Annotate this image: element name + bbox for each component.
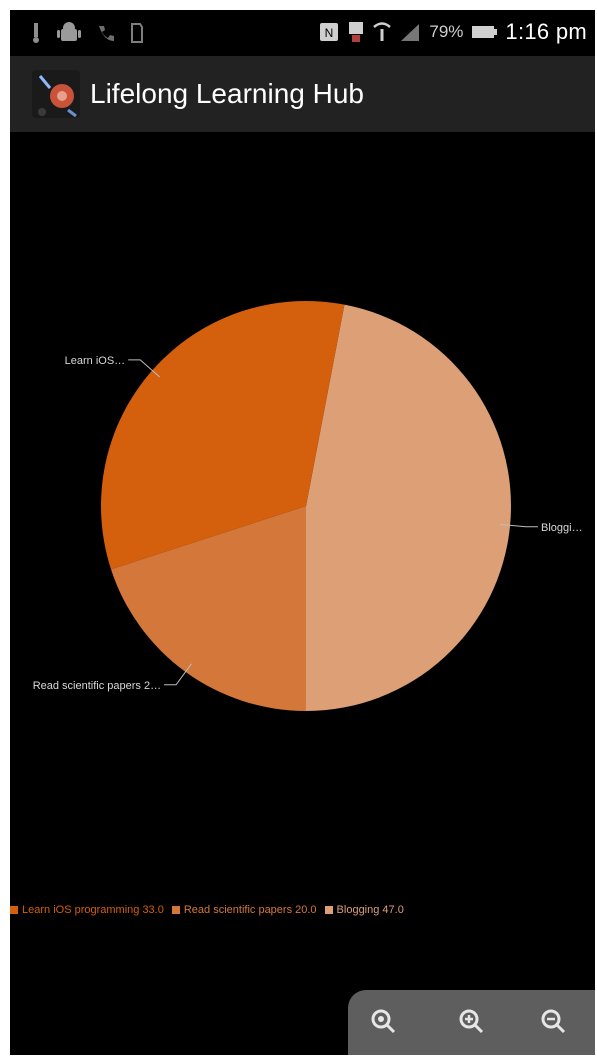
nfc-icon: N [320, 23, 339, 41]
svg-text:N: N [325, 26, 334, 40]
pie-slice-label: Bloggi… [541, 522, 583, 534]
legend-swatch [171, 906, 180, 914]
chart-legend: Learn iOS programming 33.0 Read scientifi… [10, 900, 595, 920]
cast-icon [349, 22, 364, 42]
pie-slice-learn-ios-programming[interactable] [100, 300, 345, 570]
pie-slice-label: Read scientific papers 2… [33, 680, 161, 692]
zoom-in-icon[interactable] [456, 1006, 486, 1036]
legend-swatch [10, 906, 18, 914]
pie-slice-blogging[interactable] [306, 304, 512, 711]
missed-call-icon [99, 26, 114, 41]
pie-leader-line [128, 359, 161, 378]
status-system-icons: N 79% 1:16 pm [319, 19, 587, 45]
app-logo-icon[interactable] [28, 66, 84, 122]
pie-chart: Bloggi… Learn iOS… Read scientific papers … [33, 300, 583, 711]
legend-label: Read scientific papers 20.0 [183, 904, 317, 916]
legend-item: Read scientific papers 20.0 [171, 904, 317, 916]
pie-slice-label: Learn iOS… [65, 355, 126, 367]
zoom-out-icon[interactable] [538, 1006, 568, 1036]
legend-swatch [324, 906, 333, 914]
pie-leader-line [500, 523, 538, 528]
usb-icon [33, 23, 39, 43]
battery-percent: 79% [429, 22, 464, 41]
legend-item: Learn iOS programming 33.0 [10, 904, 164, 916]
status-notification-icons [30, 20, 144, 46]
pie-leader-line [164, 663, 192, 686]
app-screen: N 79% 1:16 pm [10, 10, 595, 1055]
status-bar: N 79% 1:16 pm [10, 10, 595, 56]
wifi-icon [373, 22, 392, 41]
legend-item: Blogging 47.0 [324, 904, 404, 916]
app-title: Lifelong Learning Hub [90, 78, 364, 109]
pie-slice-read-scientific-papers[interactable] [111, 506, 306, 711]
legend-label: Learn iOS programming 33.0 [22, 904, 164, 916]
battery-icon [472, 26, 498, 38]
action-bar: Lifelong Learning Hub [10, 56, 595, 132]
sd-card-icon [131, 23, 143, 43]
zoom-fit-icon[interactable] [368, 1006, 398, 1036]
legend-label: Blogging 47.0 [336, 904, 404, 916]
status-time: 1:16 pm [505, 19, 587, 44]
android-icon [57, 22, 81, 41]
signal-icon [401, 24, 420, 41]
zoom-controls [348, 990, 595, 1055]
